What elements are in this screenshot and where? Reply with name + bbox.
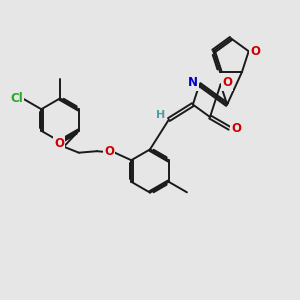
Text: O: O: [231, 122, 241, 135]
Text: O: O: [250, 45, 260, 58]
Text: O: O: [222, 76, 232, 89]
Text: O: O: [104, 145, 114, 158]
Text: H: H: [156, 110, 165, 120]
Text: Cl: Cl: [10, 92, 23, 105]
Text: N: N: [188, 76, 198, 89]
Text: O: O: [54, 137, 64, 150]
